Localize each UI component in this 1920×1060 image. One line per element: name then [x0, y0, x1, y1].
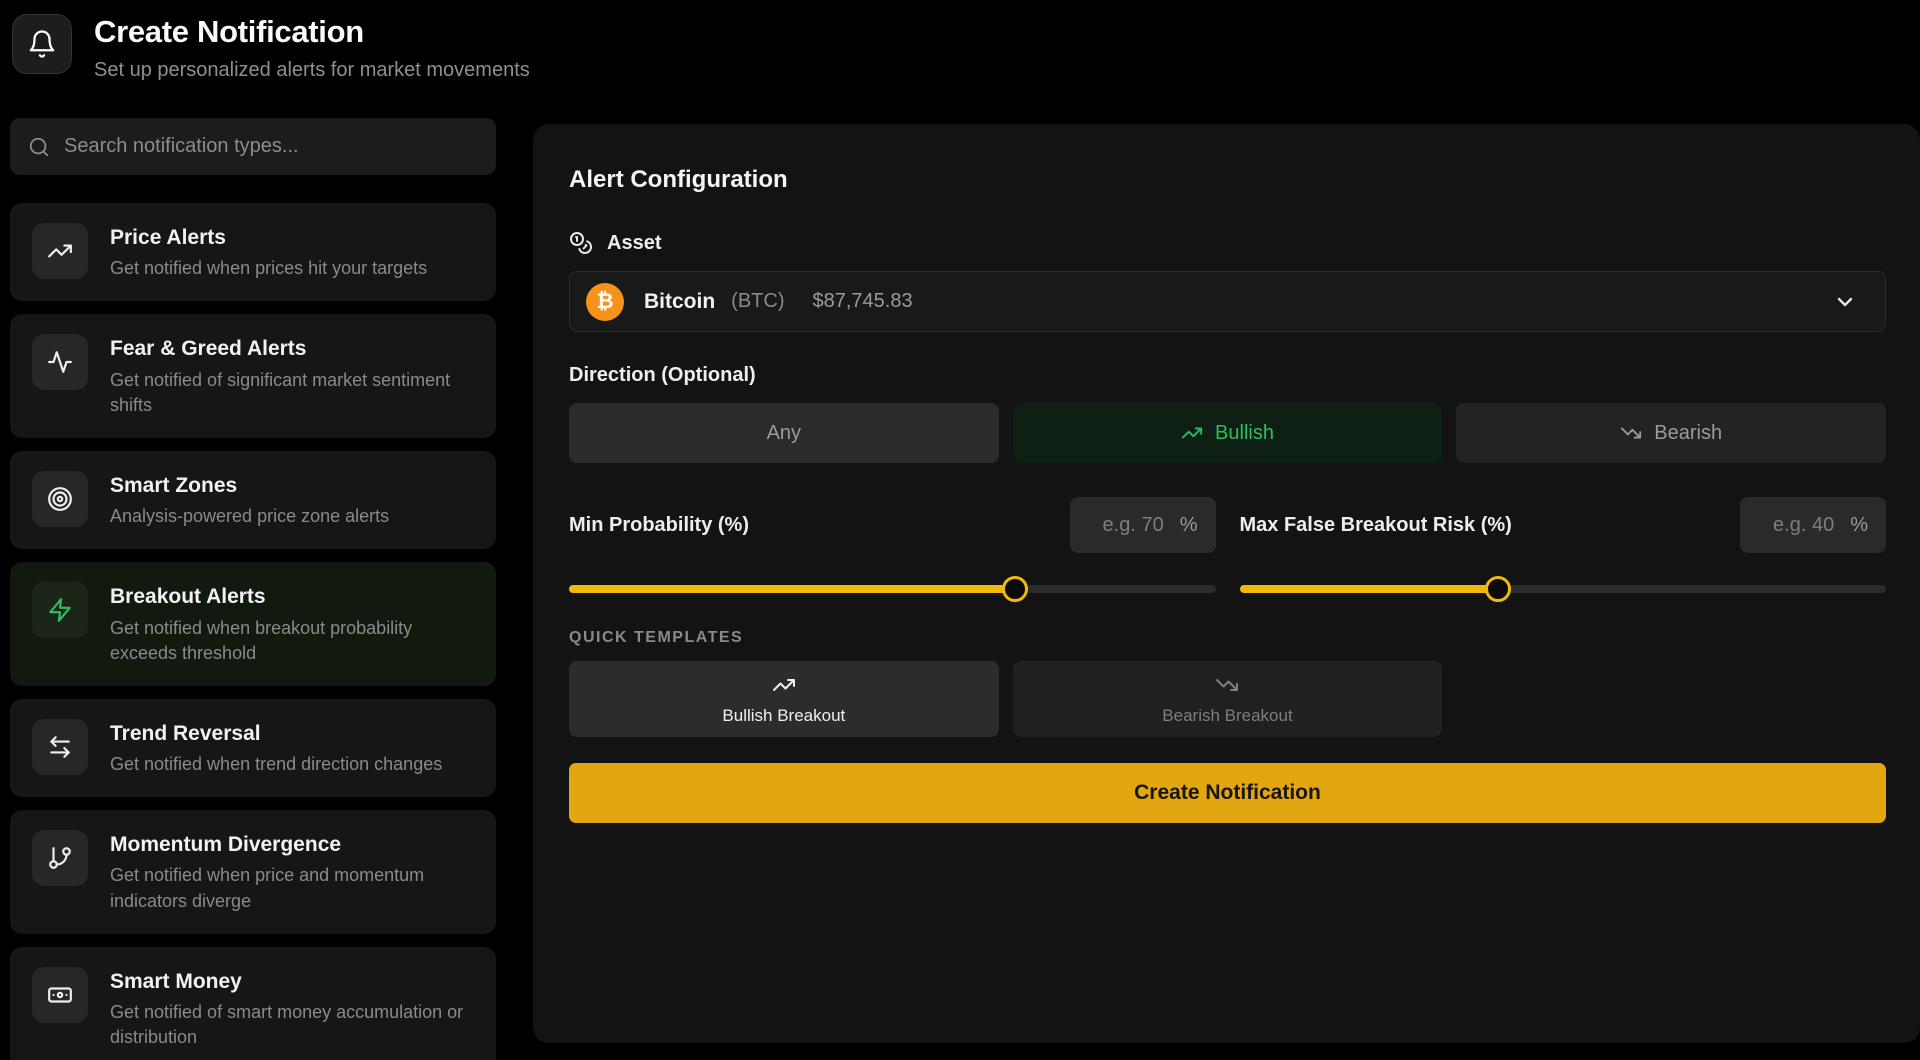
- min-probability-label: Min Probability (%): [569, 513, 749, 536]
- bitcoin-icon: ₿: [586, 282, 624, 321]
- quick-templates: Bullish Breakout Bearish Breakout: [569, 661, 1886, 737]
- create-notification-button[interactable]: Create Notification: [569, 763, 1886, 823]
- direction-any-button[interactable]: Any: [569, 403, 999, 463]
- bell-icon: [27, 29, 57, 59]
- slider-fill: [569, 585, 1016, 593]
- notification-type-desc: Get notified of smart money accumulation…: [110, 1002, 464, 1048]
- zap-icon: [32, 582, 88, 639]
- notification-type-title: Trend Reversal: [110, 721, 261, 745]
- sidebar-item-breakout-alerts[interactable]: Breakout Alerts Get notified when breako…: [10, 562, 496, 686]
- direction-bearish-label: Bearish: [1654, 421, 1723, 444]
- search-icon: [28, 136, 50, 158]
- activity-icon: [32, 334, 88, 391]
- min-probability-input[interactable]: [1091, 513, 1164, 537]
- template-label: Bearish Breakout: [1162, 705, 1293, 725]
- page-title: Create Notification: [94, 14, 364, 49]
- notification-bell-chip: [12, 14, 72, 74]
- sidebar-item-smart-zones[interactable]: Smart Zones Analysis-powered price zone …: [10, 450, 496, 550]
- notification-type-title: Smart Zones: [110, 473, 238, 497]
- arrows-left-right-icon: [32, 718, 88, 775]
- notification-type-desc: Get notified when breakout probability e…: [110, 617, 413, 663]
- template-bullish-breakout-button[interactable]: Bullish Breakout: [569, 661, 999, 737]
- git-branch-icon: [32, 830, 88, 887]
- asset-select-dropdown[interactable]: ₿ Bitcoin (BTC) $87,745.83: [569, 271, 1886, 332]
- coins-icon: [569, 231, 593, 255]
- direction-bullish-button[interactable]: Bullish: [1012, 403, 1443, 463]
- trending-down-icon: [1620, 422, 1642, 444]
- asset-name: Bitcoin: [644, 289, 716, 313]
- template-label: Bullish Breakout: [722, 705, 846, 725]
- slider-track[interactable]: [569, 576, 1216, 602]
- quick-templates-label: QUICK TEMPLATES: [569, 629, 744, 646]
- template-bearish-breakout-button[interactable]: Bearish Breakout: [1012, 661, 1443, 737]
- percent-unit: %: [1179, 513, 1198, 536]
- notification-type-title: Smart Money: [110, 969, 242, 993]
- direction-bearish-button[interactable]: Bearish: [1456, 403, 1886, 463]
- notification-type-title: Price Alerts: [110, 226, 226, 249]
- trending-down-icon: [1215, 673, 1239, 697]
- notification-type-desc: Get notified of significant market senti…: [110, 369, 451, 415]
- trending-up-icon: [1181, 422, 1203, 444]
- banknote-icon: [32, 966, 88, 1023]
- trending-up-icon: [772, 673, 796, 697]
- slider-thumb[interactable]: [1002, 576, 1029, 602]
- direction-label: Direction (Optional): [569, 364, 756, 386]
- notification-type-desc: Analysis-powered price zone alerts: [110, 506, 390, 527]
- sidebar-item-fear-greed-alerts[interactable]: Fear & Greed Alerts Get notified of sign…: [10, 314, 496, 438]
- config-title: Alert Configuration: [569, 166, 788, 193]
- notification-type-desc: Get notified when price and momentum ind…: [110, 865, 425, 911]
- page-header: Create Notification Set up personalized …: [0, 0, 1920, 118]
- direction-bullish-label: Bullish: [1215, 421, 1274, 444]
- target-icon: [32, 470, 88, 527]
- notification-type-title: Momentum Divergence: [110, 833, 342, 857]
- sidebar-item-momentum-divergence[interactable]: Momentum Divergence Get notified when pr…: [10, 810, 496, 934]
- min-probability-slider[interactable]: [569, 575, 1216, 603]
- search-input[interactable]: [64, 135, 478, 158]
- percent-unit: %: [1850, 513, 1868, 536]
- notification-type-title: Fear & Greed Alerts: [110, 337, 307, 361]
- max-false-breakout-label: Max False Breakout Risk (%): [1239, 513, 1512, 536]
- sidebar-item-price-alerts[interactable]: Price Alerts Get notified when prices hi…: [10, 203, 496, 302]
- min-probability-field: Min Probability (%) %: [569, 497, 1216, 603]
- asset-label: Asset: [607, 231, 662, 254]
- notification-type-desc: Get notified when prices hit your target…: [110, 258, 428, 279]
- max-false-breakout-slider[interactable]: [1239, 575, 1886, 603]
- max-false-breakout-field: Max False Breakout Risk (%) %: [1239, 497, 1886, 603]
- sidebar-item-smart-money[interactable]: Smart Money Get notified of smart money …: [10, 946, 496, 1060]
- notification-type-desc: Get notified when trend direction change…: [110, 754, 443, 775]
- sidebar-item-trend-reversal[interactable]: Trend Reversal Get notified when trend d…: [10, 698, 496, 798]
- trending-up-icon: [32, 223, 88, 279]
- slider-thumb[interactable]: [1485, 576, 1512, 602]
- max-false-breakout-input[interactable]: [1762, 513, 1835, 537]
- notification-types-sidebar: Price Alerts Get notified when prices hi…: [10, 118, 496, 1060]
- direction-options: Any Bullish Bearish: [569, 403, 1886, 463]
- notification-type-title: Breakout Alerts: [110, 585, 266, 609]
- notification-type-list: Price Alerts Get notified when prices hi…: [10, 203, 496, 1060]
- min-probability-input-box[interactable]: %: [1069, 497, 1216, 553]
- direction-any-label: Any: [766, 421, 802, 444]
- chevron-down-icon: [1833, 290, 1857, 314]
- asset-price: $87,745.83: [812, 290, 913, 312]
- page-subtitle: Set up personalized alerts for market mo…: [94, 59, 530, 81]
- slider-fill: [1239, 585, 1499, 593]
- alert-configuration-panel: Alert Configuration Asset ₿ Bitcoin (BTC…: [533, 124, 1920, 1043]
- asset-ticker: (BTC): [731, 290, 785, 312]
- max-false-breakout-input-box[interactable]: %: [1740, 497, 1886, 553]
- slider-track[interactable]: [1239, 576, 1886, 602]
- search-box[interactable]: [10, 118, 496, 175]
